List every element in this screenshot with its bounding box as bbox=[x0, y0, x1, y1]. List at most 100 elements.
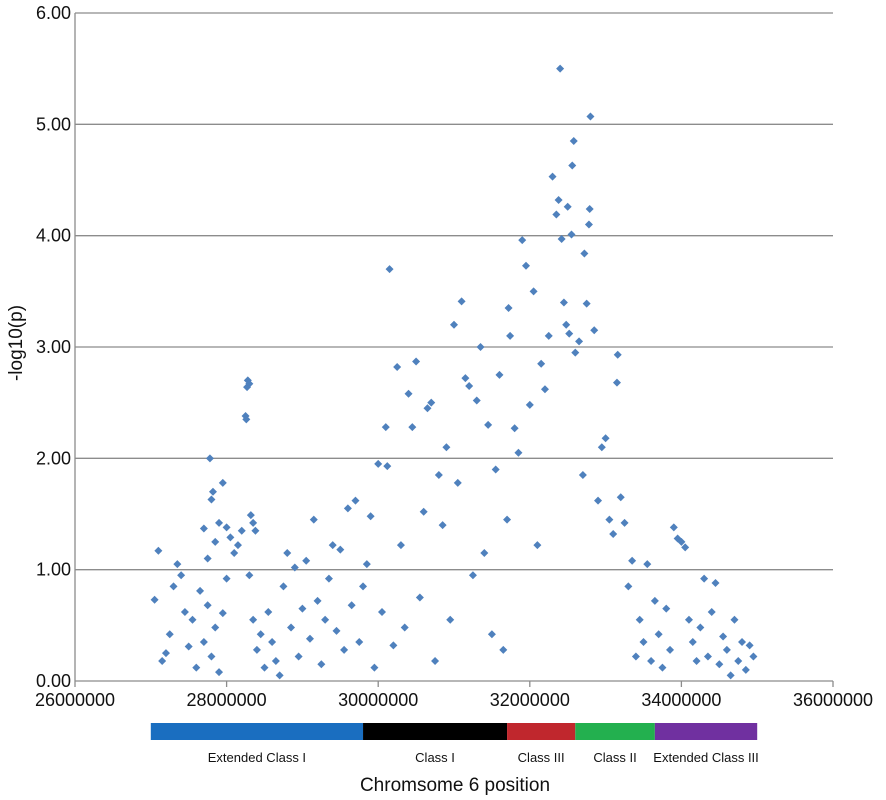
data-point bbox=[568, 161, 577, 170]
data-point bbox=[590, 326, 599, 335]
data-point bbox=[734, 656, 743, 665]
data-point bbox=[226, 533, 235, 542]
data-point bbox=[268, 638, 277, 647]
data-point bbox=[199, 524, 208, 533]
data-point bbox=[393, 363, 402, 372]
x-tick-label: 30000000 bbox=[338, 690, 418, 710]
data-point bbox=[400, 623, 409, 632]
data-point bbox=[249, 518, 258, 527]
data-point bbox=[548, 172, 557, 181]
data-point bbox=[692, 656, 701, 665]
data-point bbox=[749, 652, 758, 661]
data-point bbox=[650, 596, 659, 605]
data-point bbox=[722, 645, 731, 654]
data-point bbox=[275, 671, 284, 680]
data-point bbox=[605, 515, 614, 524]
data-point bbox=[584, 220, 593, 229]
region-segment bbox=[507, 723, 576, 740]
data-point bbox=[427, 398, 436, 407]
data-point bbox=[707, 607, 716, 616]
data-point bbox=[321, 615, 330, 624]
data-point bbox=[580, 249, 589, 258]
data-point bbox=[332, 626, 341, 635]
region-segment bbox=[575, 723, 655, 740]
y-tick-label: 6.00 bbox=[36, 3, 71, 23]
data-point bbox=[533, 541, 542, 550]
data-point bbox=[597, 443, 606, 452]
data-point bbox=[537, 359, 546, 368]
data-point bbox=[554, 196, 563, 205]
data-point bbox=[525, 400, 534, 409]
data-point bbox=[370, 663, 379, 672]
data-point bbox=[246, 511, 255, 520]
x-tick-labels: 26000000 28000000 30000000 32000000 34000000… bbox=[35, 681, 873, 710]
data-point bbox=[208, 487, 217, 496]
data-point bbox=[741, 665, 750, 674]
data-point bbox=[738, 638, 747, 647]
data-point bbox=[594, 496, 603, 505]
data-point bbox=[510, 424, 519, 433]
data-point bbox=[359, 582, 368, 591]
data-point bbox=[696, 623, 705, 632]
data-point bbox=[495, 370, 504, 379]
data-point bbox=[666, 645, 675, 654]
data-point bbox=[431, 656, 440, 665]
data-point bbox=[499, 645, 508, 654]
y-tick-label: 5.00 bbox=[36, 114, 71, 134]
data-point bbox=[715, 660, 724, 669]
data-point bbox=[514, 448, 523, 457]
region-segment bbox=[654, 723, 758, 740]
data-point bbox=[465, 381, 474, 390]
data-point bbox=[484, 420, 493, 429]
data-point bbox=[251, 526, 260, 535]
data-point bbox=[620, 518, 629, 527]
data-point bbox=[215, 518, 224, 527]
data-point bbox=[271, 656, 280, 665]
data-point bbox=[192, 663, 201, 672]
data-point bbox=[461, 374, 470, 383]
gridlines bbox=[75, 12, 833, 571]
data-point bbox=[355, 638, 364, 647]
data-point bbox=[294, 652, 303, 661]
data-point bbox=[154, 546, 163, 555]
data-point bbox=[522, 261, 531, 270]
data-point bbox=[745, 641, 754, 650]
data-point bbox=[442, 443, 451, 452]
data-point bbox=[556, 64, 565, 73]
y-tick-label: 2.00 bbox=[36, 448, 71, 468]
data-point bbox=[287, 623, 296, 632]
data-point bbox=[245, 379, 254, 388]
data-point bbox=[169, 582, 178, 591]
data-point bbox=[647, 656, 656, 665]
data-point bbox=[161, 649, 170, 658]
data-point bbox=[203, 601, 212, 610]
data-point bbox=[613, 350, 622, 359]
data-point bbox=[207, 652, 216, 661]
data-point bbox=[557, 235, 566, 244]
data-point bbox=[222, 574, 231, 583]
data-point bbox=[662, 604, 671, 613]
data-point bbox=[585, 204, 594, 213]
data-point bbox=[374, 459, 383, 468]
data-point bbox=[582, 299, 591, 308]
data-point bbox=[233, 541, 242, 550]
data-point bbox=[385, 265, 394, 274]
data-points bbox=[150, 64, 758, 680]
data-point bbox=[343, 504, 352, 513]
data-point bbox=[298, 604, 307, 613]
data-point bbox=[207, 495, 216, 504]
region-label: Class II bbox=[593, 750, 636, 765]
data-point bbox=[158, 656, 167, 665]
data-point bbox=[529, 287, 538, 296]
region-label: Extended Class III bbox=[653, 750, 759, 765]
data-point bbox=[188, 615, 197, 624]
data-point bbox=[205, 454, 214, 463]
data-point bbox=[506, 331, 515, 340]
data-point bbox=[313, 596, 322, 605]
data-point bbox=[575, 337, 584, 346]
data-point bbox=[165, 630, 174, 639]
x-tick-label: 28000000 bbox=[187, 690, 267, 710]
y-tick-label: 0.00 bbox=[36, 671, 71, 691]
data-point bbox=[612, 378, 621, 387]
data-point bbox=[639, 638, 648, 647]
